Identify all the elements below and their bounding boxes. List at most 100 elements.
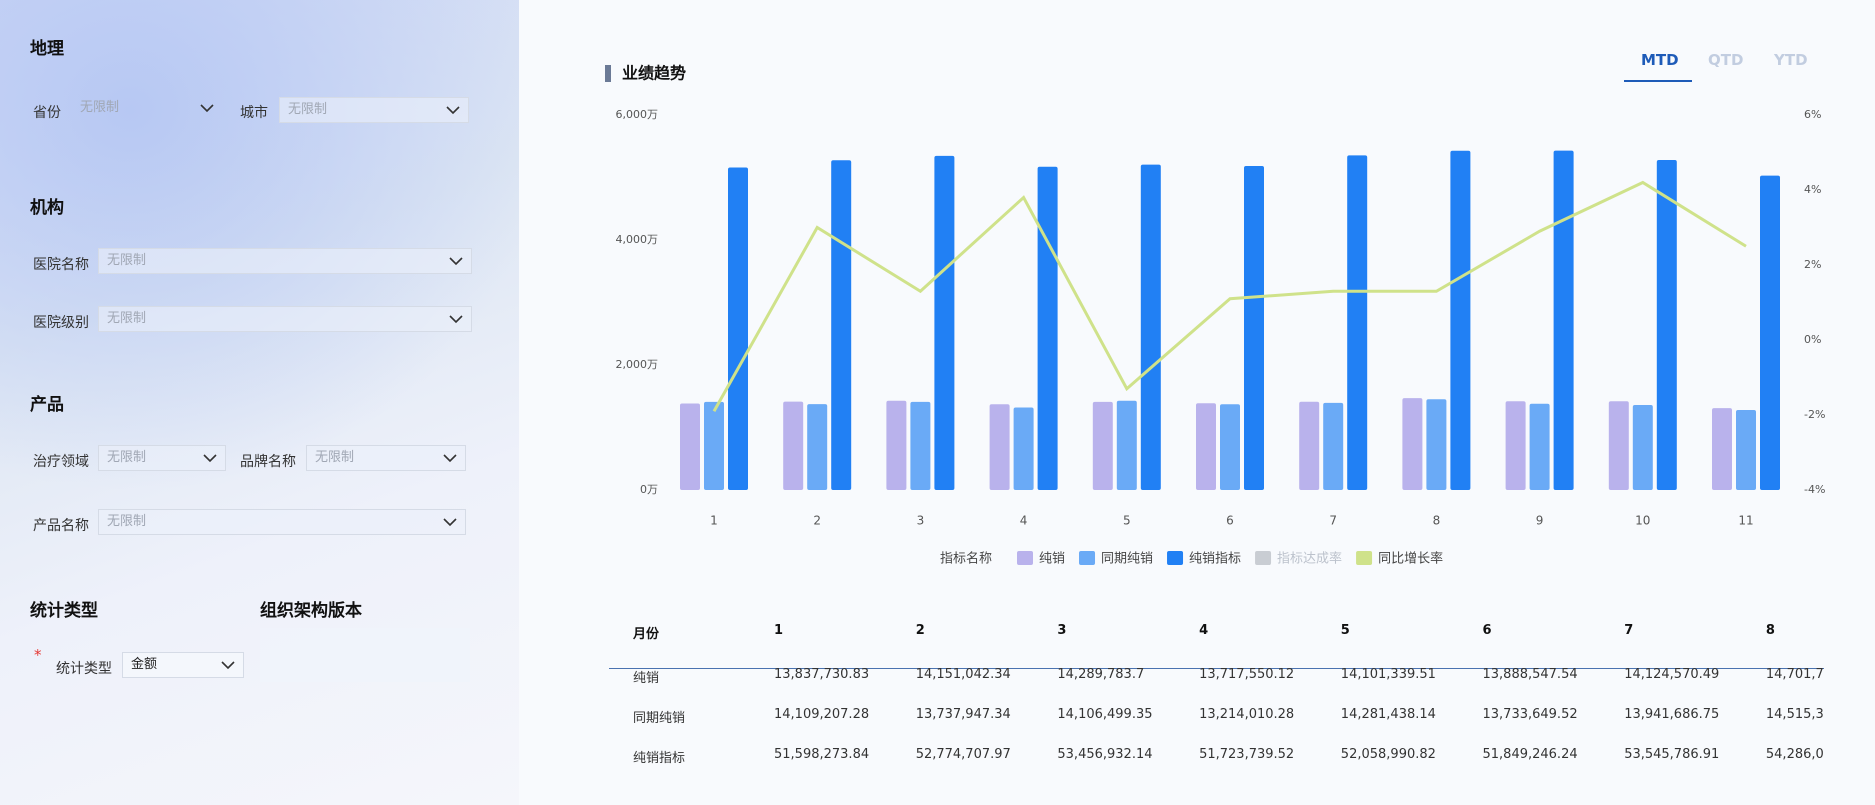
legend-swatch (1167, 551, 1184, 565)
field-label: 治疗领域 (33, 454, 89, 470)
table-cell: 14,124,570.49 (1624, 667, 1720, 682)
legend-swatch (1356, 551, 1373, 565)
bar (1013, 407, 1034, 490)
bar (1505, 401, 1526, 490)
select[interactable]: 金额 (122, 652, 244, 678)
y2-tick-label: 6% (1804, 108, 1821, 121)
select[interactable]: 无限制 (98, 509, 466, 535)
table-header-cell: 7 (1624, 623, 1634, 638)
table-cell: 51,849,246.24 (1482, 747, 1578, 762)
table-cell: 53,456,932.14 (1057, 747, 1153, 762)
select-value: 无限制 (288, 102, 328, 117)
table-cell: 13,888,547.54 (1482, 667, 1578, 682)
select[interactable]: 无限制 (98, 248, 472, 274)
select-value: 无限制 (107, 253, 147, 268)
y2-tick-label: 0% (1804, 333, 1821, 346)
x-tick-label: 6 (1226, 514, 1234, 528)
x-tick-label: 2 (813, 514, 821, 528)
bar (1712, 408, 1732, 490)
legend-swatch (1255, 551, 1272, 565)
tab[interactable]: QTD (1708, 51, 1744, 69)
table-cell: 52,058,990.82 (1340, 747, 1436, 762)
bar (1529, 403, 1550, 490)
bar (1244, 165, 1264, 490)
table-header-cell: 6 (1482, 623, 1492, 638)
table-cell: 13,733,649.52 (1482, 707, 1578, 722)
table-cell: 51,598,273.84 (774, 747, 870, 762)
legend-swatch (1079, 551, 1096, 565)
x-tick-label: 4 (1020, 514, 1028, 528)
select[interactable]: 无限制 (306, 445, 466, 471)
select[interactable]: 无限制 (98, 306, 472, 332)
table-cell: 14,101,339.51 (1340, 667, 1436, 682)
table-header-cell: 5 (1340, 623, 1350, 638)
bar (1347, 155, 1368, 490)
legend-label: 指标达成率 (1277, 551, 1342, 567)
table-header-cell: 4 (1199, 623, 1209, 638)
x-tick-label: 8 (1433, 514, 1441, 528)
bar (1116, 400, 1137, 490)
y2-tick-label: -2% (1804, 408, 1825, 421)
select[interactable]: 无限制 (72, 96, 222, 122)
tab[interactable]: YTD (1774, 51, 1808, 69)
bar (1426, 399, 1447, 490)
table-cell: 14,289,783.7 (1057, 667, 1145, 682)
chevron (449, 257, 463, 266)
bar (989, 404, 1010, 490)
y2-tick-label: 2% (1804, 258, 1821, 271)
table-cell: 14,151,042.34 (915, 667, 1011, 682)
select[interactable]: 无限制 (98, 445, 226, 471)
field-label: 品牌名称 (240, 454, 296, 470)
table-cell: 同期纯销 (633, 711, 686, 726)
bar (934, 155, 955, 490)
chevron (449, 315, 463, 324)
bar (1736, 410, 1756, 490)
field-label: 省份 (33, 105, 61, 121)
table-header-cell: 2 (915, 623, 925, 638)
bar (1196, 403, 1216, 490)
chart-title: 业绩趋势 (622, 64, 686, 83)
table-cell: 纯销指标 (633, 751, 686, 766)
chevron (221, 661, 235, 670)
bar (1037, 166, 1058, 490)
table-cell: 54,286,08 (1765, 747, 1824, 762)
field-label: 产品名称 (33, 518, 89, 534)
x-tick-label: 3 (917, 514, 925, 528)
bar (1323, 402, 1344, 490)
table-cell: 14,106,499.35 (1057, 707, 1153, 722)
table-cell: 纯销 (633, 671, 660, 686)
tab[interactable]: MTD (1641, 51, 1679, 69)
section-title: 地理 (30, 39, 64, 59)
y2-tick-label: 4% (1804, 183, 1821, 196)
bar (1656, 160, 1677, 490)
version-area (260, 628, 470, 682)
section-title: 产品 (30, 395, 64, 415)
bar (1608, 401, 1629, 490)
field-label: 医院名称 (33, 257, 89, 273)
table-header-cell: 1 (774, 623, 784, 638)
x-tick-label: 9 (1536, 514, 1544, 528)
table-cell: 53,545,786.91 (1624, 747, 1720, 762)
field-label: 医院级别 (33, 315, 89, 331)
section-title: 组织架构版本 (260, 601, 362, 621)
bar (1632, 405, 1653, 490)
bar (704, 401, 724, 490)
y-tick-label: 2,000万 (616, 358, 659, 371)
select[interactable]: 无限制 (279, 97, 469, 123)
y-tick-label: 4,000万 (616, 233, 659, 246)
line (712, 180, 1747, 412)
table-cell: 14,515,34 (1765, 707, 1824, 722)
field-label: 城市 (240, 105, 268, 121)
required-mark: * (34, 646, 42, 664)
bar (1140, 164, 1161, 490)
data-table: 月份 1 2 3 4 5 6 7 8 纯销 13,837,730.83 14,151,042.34 14… (609, 610, 1824, 780)
table-cell: 52,774,707.97 (915, 747, 1011, 762)
chevron (200, 104, 214, 113)
table-cell: 14,109,207.28 (774, 707, 870, 722)
select-value: 无限制 (107, 514, 147, 529)
filter-panel: 地理 省份 无限制 城市 无限制 机构 医院名称 无限制 医院级别 无限制 产品… (0, 0, 519, 805)
x-tick-label: 11 (1738, 514, 1753, 528)
header-divider (609, 668, 1824, 669)
